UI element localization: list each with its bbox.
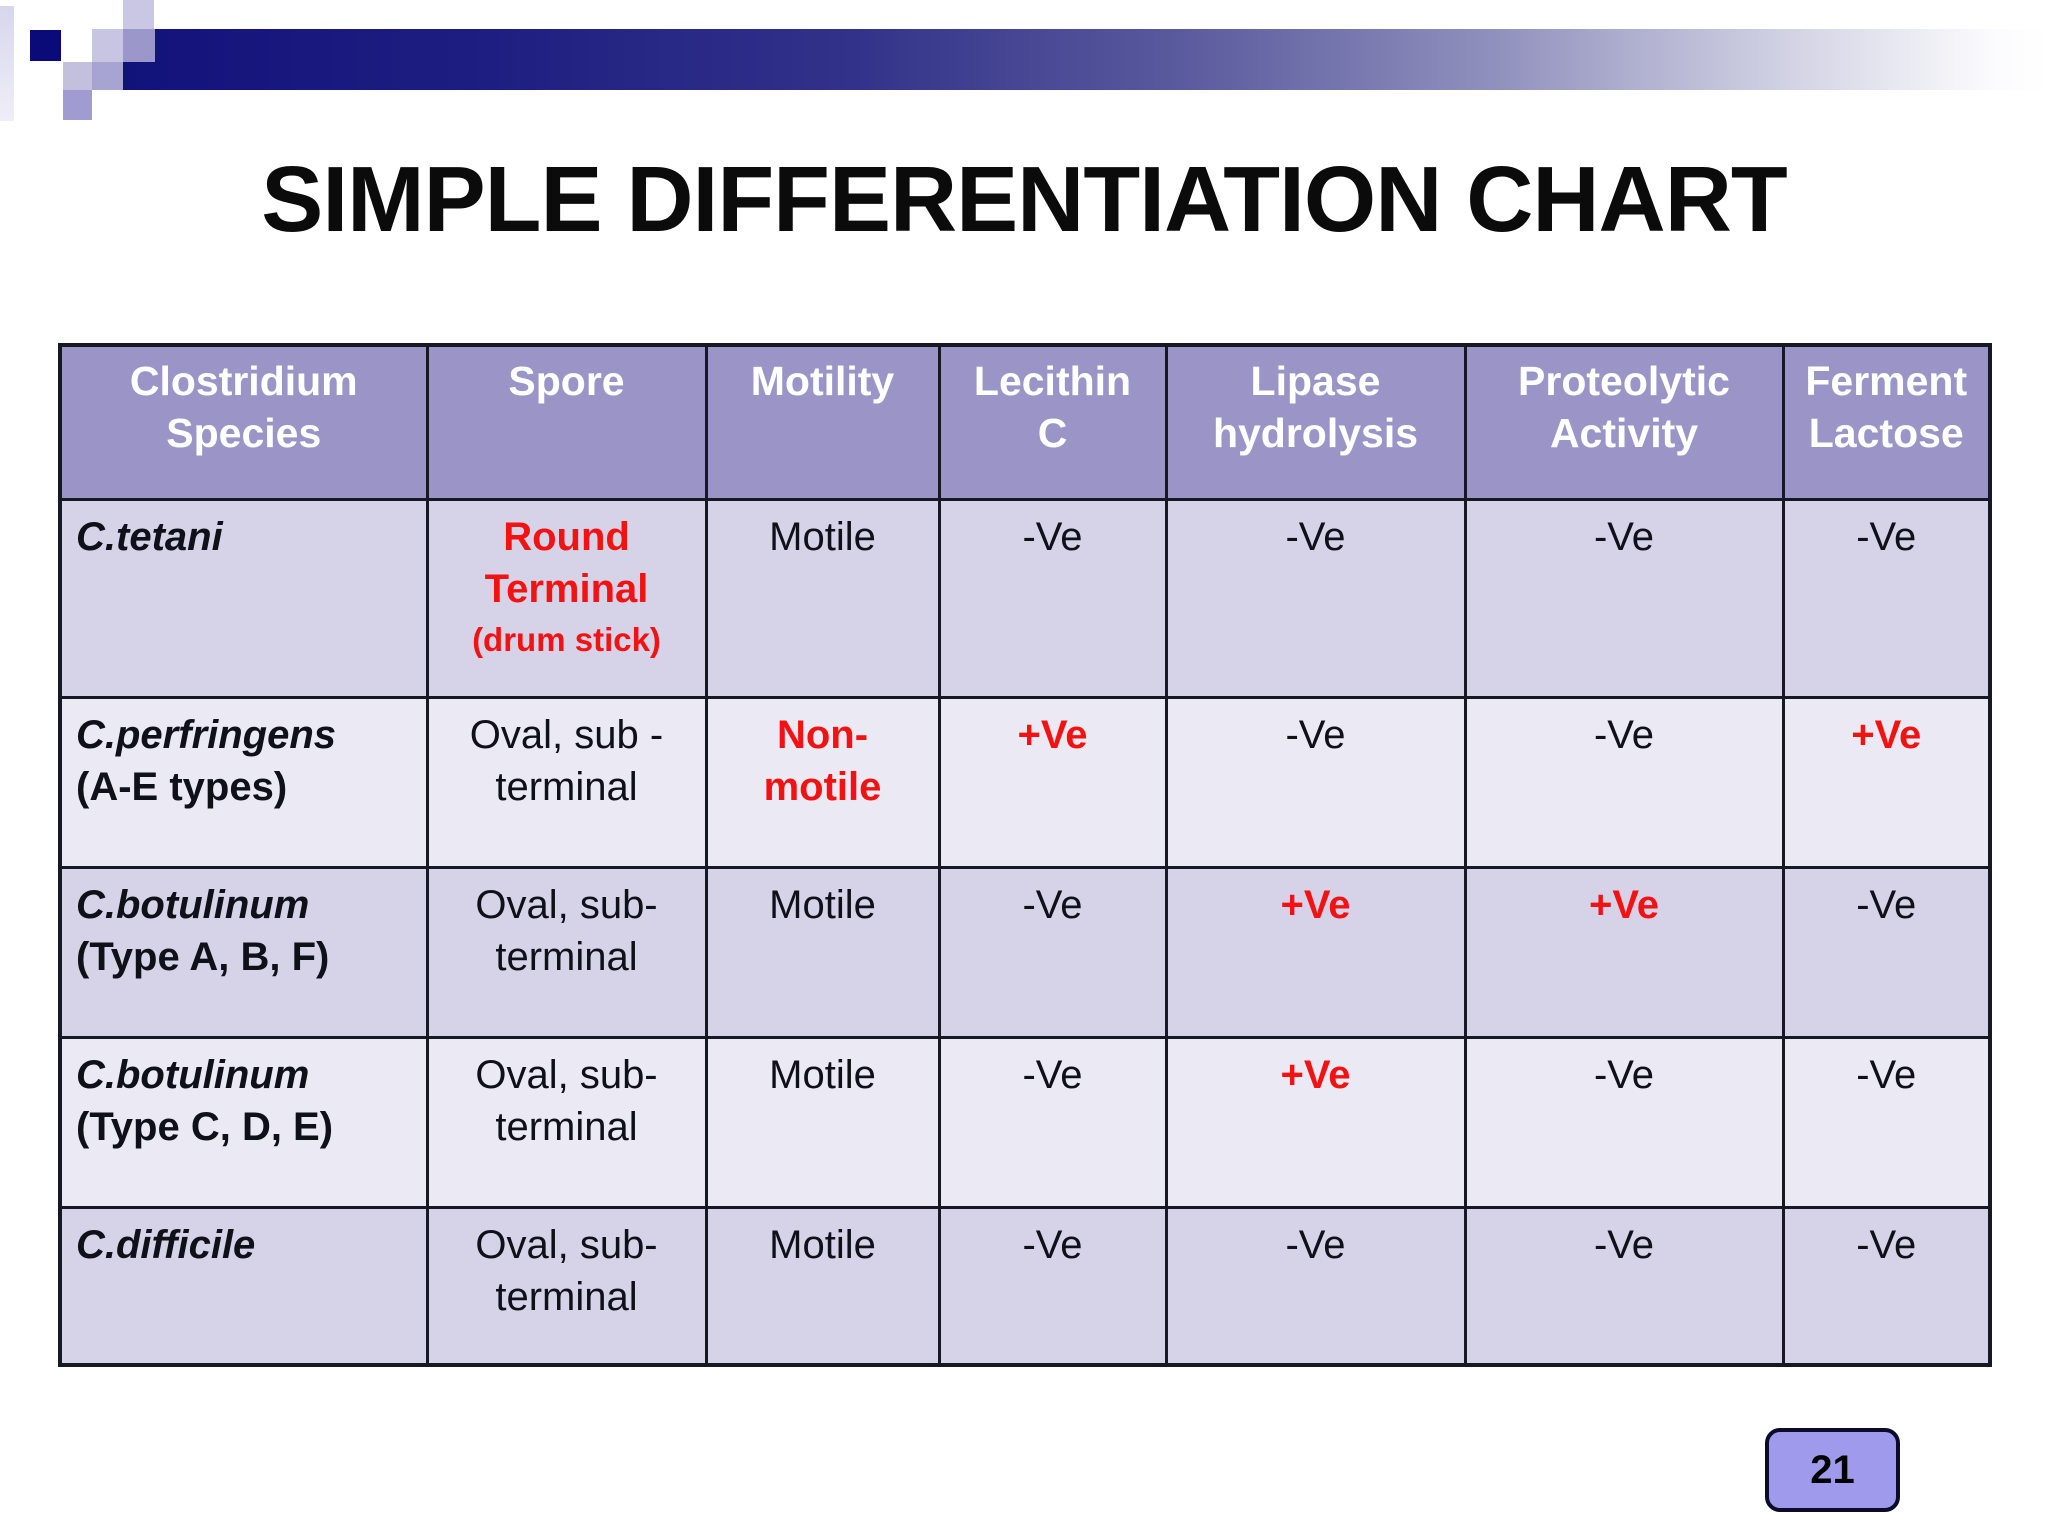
- table-row: C.perfringens (A-E types) Oval, sub - te…: [58, 695, 1992, 869]
- motility-cell: Motile: [704, 497, 941, 699]
- decorative-square: [123, 29, 155, 62]
- decorative-square: [30, 30, 61, 61]
- lipase-cell: -Ve: [1164, 1205, 1467, 1367]
- header-row: Clostridium Species Spore Motility Lecit…: [58, 343, 1992, 501]
- lecithin-cell: -Ve: [937, 1205, 1168, 1367]
- table-row: C.difficile Oval, sub- terminal Motile -…: [58, 1205, 1992, 1367]
- lecithin-cell: -Ve: [937, 497, 1168, 699]
- proteolytic-cell: -Ve: [1463, 497, 1785, 699]
- lactose-cell: -Ve: [1781, 865, 1992, 1039]
- motility-cell: Motile: [704, 1035, 941, 1209]
- column-header-lactose: Ferment Lactose: [1781, 343, 1992, 501]
- differentiation-table: Clostridium Species Spore Motility Lecit…: [58, 343, 1992, 1367]
- decorative-square: [92, 62, 123, 90]
- proteolytic-cell: +Ve: [1463, 865, 1785, 1039]
- column-header-lecithin: Lecithin C: [937, 343, 1168, 501]
- species-cell: C.botulinum (Type A, B, F): [58, 865, 429, 1039]
- page-number-badge: 21: [1765, 1428, 1900, 1512]
- header-gradient-bar: [123, 29, 2048, 90]
- spore-cell: Oval, sub- terminal: [425, 1035, 708, 1209]
- lecithin-cell: +Ve: [937, 695, 1168, 869]
- species-cell: C.tetani: [58, 497, 429, 699]
- proteolytic-cell: -Ve: [1463, 1205, 1785, 1367]
- table-row: C.botulinum (Type C, D, E) Oval, sub- te…: [58, 1035, 1992, 1209]
- lecithin-cell: -Ve: [937, 865, 1168, 1039]
- decorative-square: [92, 29, 123, 62]
- lactose-cell: -Ve: [1781, 497, 1992, 699]
- lipase-cell: -Ve: [1164, 497, 1467, 699]
- decorative-square: [63, 62, 92, 90]
- column-header-spore: Spore: [425, 343, 708, 501]
- motility-cell: Motile: [704, 1205, 941, 1367]
- spore-cell: Round Terminal (drum stick): [425, 497, 708, 699]
- spore-cell: Oval, sub- terminal: [425, 865, 708, 1039]
- decorative-strip: [0, 6, 14, 121]
- lactose-cell: -Ve: [1781, 1205, 1992, 1367]
- lipase-cell: +Ve: [1164, 865, 1467, 1039]
- species-cell: C.perfringens (A-E types): [58, 695, 429, 869]
- lecithin-cell: -Ve: [937, 1035, 1168, 1209]
- column-header-proteolytic: Proteolytic Activity: [1463, 343, 1785, 501]
- species-cell: C.botulinum (Type C, D, E): [58, 1035, 429, 1209]
- lactose-cell: +Ve: [1781, 695, 1992, 869]
- column-header-species: Clostridium Species: [58, 343, 429, 501]
- motility-cell: Motile: [704, 865, 941, 1039]
- proteolytic-cell: -Ve: [1463, 695, 1785, 869]
- decorative-square: [63, 90, 92, 120]
- table-row: C.botulinum (Type A, B, F) Oval, sub- te…: [58, 865, 1992, 1039]
- proteolytic-cell: -Ve: [1463, 1035, 1785, 1209]
- slide-title: SIMPLE DIFFERENTIATION CHART: [261, 147, 1787, 251]
- lactose-cell: -Ve: [1781, 1035, 1992, 1209]
- motility-cell: Non- motile: [704, 695, 941, 869]
- spore-cell: Oval, sub- terminal: [425, 1205, 708, 1367]
- column-header-motility: Motility: [704, 343, 941, 501]
- spore-cell: Oval, sub - terminal: [425, 695, 708, 869]
- decorative-square: [123, 0, 154, 29]
- species-cell: C.difficile: [58, 1205, 429, 1367]
- page-number: 21: [1810, 1447, 1855, 1492]
- lipase-cell: -Ve: [1164, 695, 1467, 869]
- lipase-cell: +Ve: [1164, 1035, 1467, 1209]
- table-row: C.tetani Round Terminal (drum stick) Mot…: [58, 497, 1992, 699]
- column-header-lipase: Lipase hydrolysis: [1164, 343, 1467, 501]
